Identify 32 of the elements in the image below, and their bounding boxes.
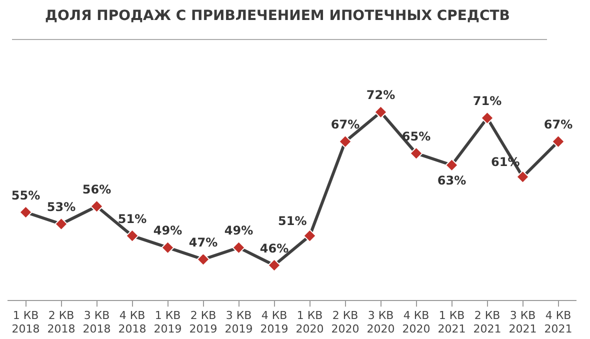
data-label: 67% — [544, 118, 573, 132]
chart-title: ДОЛЯ ПРОДАЖ С ПРИВЛЕЧЕНИЕМ ИПОТЕЧНЫХ СРЕДСТВ — [45, 8, 510, 24]
x-tick-label: 3 КВ 2021 — [508, 309, 537, 336]
x-tick-label: 1 КВ 2019 — [154, 309, 182, 336]
data-label: 47% — [188, 235, 218, 250]
x-tick-label: 2 КВ 2020 — [331, 309, 360, 336]
data-label: 65% — [402, 129, 431, 144]
x-tick-label: 3 КВ 2020 — [366, 309, 395, 336]
data-label: 71% — [472, 94, 502, 108]
data-label: 46% — [260, 241, 289, 256]
x-tick-label: 4 КВ 2021 — [544, 309, 572, 336]
x-tick-label: 3 КВ 2019 — [224, 309, 253, 336]
x-tick-label: 2 КВ 2021 — [473, 309, 502, 336]
x-tick-label: 2 КВ 2018 — [47, 309, 76, 336]
data-label: 49% — [224, 224, 254, 238]
data-label: 56% — [82, 182, 112, 196]
x-tick-label: 4 КВ 2018 — [118, 309, 146, 336]
data-label: 72% — [366, 88, 396, 102]
x-tick-label: 3 КВ 2018 — [82, 309, 111, 336]
x-tick-label: 1 КВ 2018 — [12, 309, 40, 336]
x-tick-label: 2 КВ 2019 — [189, 309, 218, 336]
data-label: 49% — [153, 224, 182, 238]
x-tick-label: 1 КВ 2021 — [438, 309, 466, 336]
x-tick-label: 1 КВ 2020 — [296, 309, 324, 336]
data-label: 55% — [11, 188, 40, 202]
data-label: 53% — [46, 200, 76, 214]
x-tick-label: 4 КВ 2020 — [402, 309, 430, 336]
x-tick-label: 4 КВ 2019 — [260, 309, 288, 336]
data-label: 67% — [330, 118, 360, 132]
data-label: 63% — [437, 173, 466, 188]
data-label: 51% — [278, 214, 307, 228]
data-label: 51% — [118, 212, 147, 226]
